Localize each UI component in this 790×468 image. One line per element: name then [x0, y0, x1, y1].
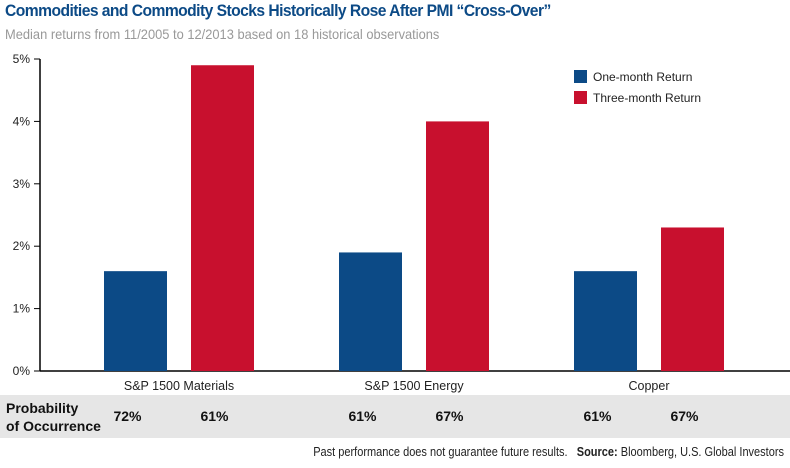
legend-swatch — [574, 70, 587, 83]
category-label: S&P 1500 Energy — [364, 379, 464, 393]
category-label: S&P 1500 Materials — [124, 379, 234, 393]
y-tick-label: 0% — [13, 364, 31, 378]
probability-label: of Occurrence — [6, 418, 101, 434]
source-text: Bloomberg, U.S. Global Investors — [620, 445, 784, 459]
probability-value: 61% — [583, 408, 612, 424]
probability-label: Probability — [6, 400, 79, 416]
bar-one-month — [104, 271, 167, 371]
footer-note: Past performance does not guarantee futu… — [313, 445, 784, 459]
bar-three-month — [426, 121, 489, 372]
legend-label: Three-month Return — [593, 91, 701, 105]
y-tick-label: 1% — [13, 302, 31, 316]
y-tick-label: 2% — [13, 239, 31, 253]
disclaimer: Past performance does not guarantee futu… — [313, 445, 568, 459]
bar-three-month — [661, 227, 724, 371]
chart-title: Commodities and Commodity Stocks Histori… — [5, 1, 551, 20]
legend-swatch — [574, 91, 587, 104]
bar-three-month — [191, 65, 254, 372]
y-tick-label: 5% — [13, 52, 31, 66]
legend-label: One-month Return — [593, 70, 692, 84]
chart-subtitle: Median returns from 11/2005 to 12/2013 b… — [5, 26, 440, 42]
probability-value: 67% — [670, 408, 699, 424]
probability-value: 61% — [200, 408, 229, 424]
y-tick-label: 4% — [13, 114, 31, 128]
probability-value: 72% — [113, 408, 142, 424]
bar-one-month — [339, 252, 402, 371]
category-label: Copper — [629, 379, 670, 393]
probability-band — [0, 395, 790, 438]
source-label: Source: — [576, 445, 618, 459]
y-tick-label: 3% — [13, 177, 31, 191]
probability-value: 61% — [348, 408, 377, 424]
bar-one-month — [574, 271, 637, 371]
probability-value: 67% — [435, 408, 464, 424]
